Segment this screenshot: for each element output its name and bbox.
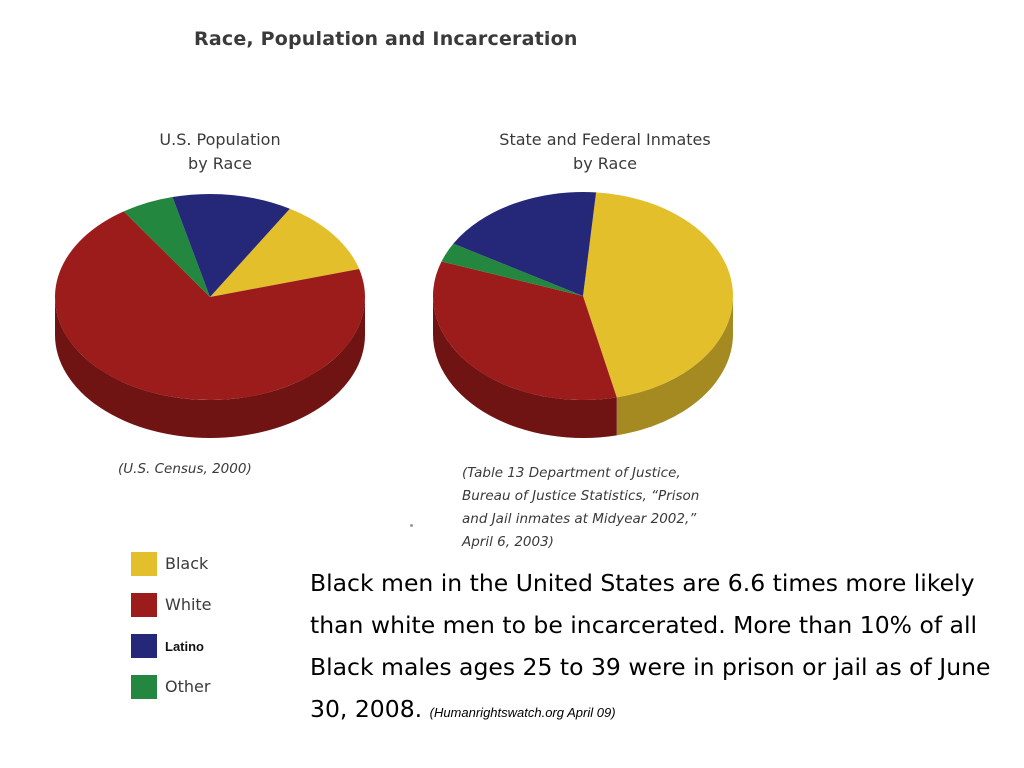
pie-slice-black: [583, 192, 733, 398]
inmates-source: (Table 13 Department of Justice, Bureau …: [462, 462, 782, 554]
inmates-source-line: April 6, 2003): [462, 534, 554, 550]
us-population-source: (U.S. Census, 2000): [118, 461, 252, 477]
legend-label-latino: Latino: [165, 639, 204, 654]
us-population-chart-title: U.S. Population by Race: [120, 128, 320, 176]
legend-label-black: Black: [165, 554, 209, 573]
body-paragraph: Black men in the United States are 6.6 t…: [310, 562, 1010, 734]
legend-swatch-other: [131, 675, 157, 699]
pie-side-black: [616, 296, 733, 436]
pie-slice-other: [123, 197, 210, 297]
pie-slice-white: [433, 261, 617, 400]
us-population-title-line2: by Race: [188, 154, 252, 173]
pie-slice-latino: [172, 194, 290, 297]
citation: (Humanrightswatch.org April 09): [429, 705, 616, 720]
page-title: Race, Population and Incarceration: [194, 28, 578, 50]
legend-swatch-latino: [131, 634, 157, 658]
pie-side-white: [55, 297, 365, 438]
inmates-chart-title: State and Federal Inmates by Race: [455, 128, 755, 176]
pie-slice-black: [210, 208, 360, 297]
legend-label-other: Other: [165, 677, 211, 696]
body-text: Black men in the United States are 6.6 t…: [310, 569, 991, 723]
inmates-title-line2: by Race: [573, 154, 637, 173]
inmates-title-line1: State and Federal Inmates: [499, 130, 711, 149]
legend-swatch-white: [131, 593, 157, 617]
pie-slice-other: [441, 243, 583, 296]
pie-side-white: [433, 296, 617, 438]
pie-slice-latino: [453, 192, 597, 296]
us-population-title-line1: U.S. Population: [159, 130, 281, 149]
legend-label-white: White: [165, 595, 212, 614]
inmates-source-line: and Jail inmates at Midyear 2002,”: [462, 511, 697, 527]
pie-slice-white: [54, 211, 366, 401]
us-population-pie: [54, 194, 366, 438]
inmates-pie: [433, 192, 733, 438]
inmates-source-line: (Table 13 Department of Justice,: [462, 465, 681, 481]
stray-dot: [410, 524, 413, 527]
legend-swatch-black: [131, 552, 157, 576]
inmates-source-line: Bureau of Justice Statistics, “Prison: [462, 488, 700, 504]
